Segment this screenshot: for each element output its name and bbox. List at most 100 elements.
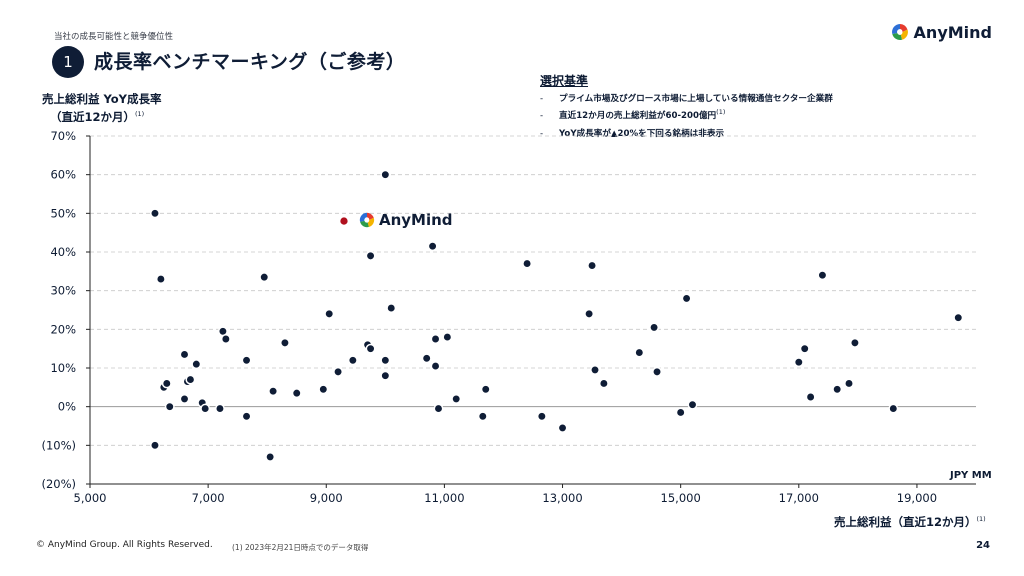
data-point (150, 208, 160, 219)
y-tick-label: (10%) (41, 438, 76, 452)
x-tick-label: 19,000 (897, 491, 937, 505)
data-point (220, 334, 231, 344)
data-point (634, 347, 645, 358)
brand-logo: AnyMind (890, 22, 992, 42)
criteria-item: YoY成長率が▲20%を下回る銘柄は非表示 (540, 124, 833, 141)
data-point (590, 364, 600, 375)
anymind-logo-icon (891, 24, 908, 41)
data-point (687, 399, 698, 410)
y-tick-label: 20% (50, 322, 76, 336)
data-point (587, 260, 598, 271)
page-number: 24 (976, 540, 990, 551)
data-point (888, 403, 899, 414)
data-point (799, 343, 810, 354)
y-tick-label: 30% (50, 284, 76, 298)
section-label: 当社の成長可能性と競争優位性 (54, 32, 174, 42)
data-point (324, 308, 335, 319)
x-tick-label: 15,000 (661, 491, 701, 505)
data-point (161, 378, 172, 389)
data-point (380, 169, 391, 180)
criteria-item: 直近12か月の売上総利益が60-200億円(1) (540, 106, 833, 123)
data-points (150, 169, 964, 462)
data-point (849, 337, 860, 348)
highlight-label: AnyMind (358, 211, 453, 229)
data-point (584, 308, 595, 319)
data-point (185, 374, 196, 385)
footnote: (1) 2023年2月21日時点でのデータ取得 (232, 543, 369, 552)
data-point (268, 386, 279, 397)
logo-wordmark: AnyMind (913, 22, 992, 42)
x-axis-unit: JPY MM (950, 470, 992, 481)
data-point (844, 378, 854, 389)
y-tick-label: 0% (58, 400, 76, 414)
data-point (291, 388, 302, 399)
data-point (380, 370, 391, 381)
data-point (805, 392, 816, 402)
data-point (681, 293, 692, 304)
data-point (442, 332, 453, 343)
y-tick-label: (20%) (41, 477, 76, 491)
data-point (365, 343, 376, 354)
x-tick-label: 17,000 (779, 491, 819, 505)
y-tick-label: 40% (50, 245, 76, 259)
page-title: 成長率ベンチマーキング（ご参考） (94, 51, 406, 73)
x-tick-label: 9,000 (310, 491, 343, 505)
y-axis-label-line1: 売上総利益 YoY成長率 (42, 92, 162, 106)
y-tick-label: 70% (50, 129, 76, 143)
data-point (649, 322, 660, 333)
data-point (652, 366, 662, 377)
data-point (318, 384, 329, 395)
data-point (241, 411, 252, 422)
highlight-label-text: AnyMind (378, 211, 453, 230)
data-point (522, 258, 533, 269)
data-point (380, 355, 391, 366)
data-point (164, 401, 175, 412)
data-point (557, 422, 568, 433)
data-point (953, 312, 964, 323)
data-point (214, 403, 225, 414)
anymind-logo-icon (359, 212, 375, 228)
x-axis-label: 売上総利益（直近12か月）(1) (834, 515, 986, 529)
data-point (817, 270, 828, 281)
criteria-item: プライム市場及びグロース市場に上場している情報通信セクター企業群 (540, 89, 833, 106)
data-point (333, 366, 344, 377)
data-point (427, 241, 438, 252)
data-point (241, 355, 252, 366)
section-number-badge: 1 (52, 46, 84, 78)
axes (86, 135, 976, 488)
data-point (430, 361, 441, 372)
data-point (265, 451, 276, 462)
x-tick-label: 5,000 (74, 491, 107, 505)
x-tick-label: 13,000 (542, 491, 582, 505)
data-point (433, 403, 444, 414)
data-point (179, 393, 190, 404)
y-axis-label-line2: （直近12か月）(1) (50, 109, 145, 124)
criteria-list: プライム市場及びグロース市場に上場している情報通信セクター企業群 直近12か月の… (540, 89, 833, 141)
data-point (259, 272, 270, 283)
data-point (365, 250, 376, 261)
data-point (675, 407, 686, 418)
data-point (480, 384, 491, 395)
data-point (793, 357, 804, 368)
data-point (179, 349, 190, 360)
x-tick-label: 7,000 (192, 491, 225, 505)
criteria-heading: 選択基準 (540, 74, 589, 88)
data-point (832, 384, 843, 395)
data-point (451, 393, 462, 404)
data-point (347, 355, 358, 366)
data-point (598, 378, 609, 389)
y-tick-label: 50% (50, 206, 76, 220)
data-point (191, 359, 202, 370)
data-point (536, 411, 547, 422)
data-point (155, 274, 166, 285)
data-point (430, 334, 441, 344)
y-axis-label: 売上総利益 YoY成長率 （直近12か月）(1) (42, 92, 162, 125)
y-tick-label: 60% (50, 168, 76, 182)
copyright: © AnyMind Group. All Rights Reserved. (36, 540, 213, 550)
grid-lines (90, 135, 976, 446)
data-point (279, 337, 290, 348)
data-point (200, 403, 211, 414)
data-point (150, 440, 160, 451)
y-tick-label: 10% (50, 361, 76, 375)
